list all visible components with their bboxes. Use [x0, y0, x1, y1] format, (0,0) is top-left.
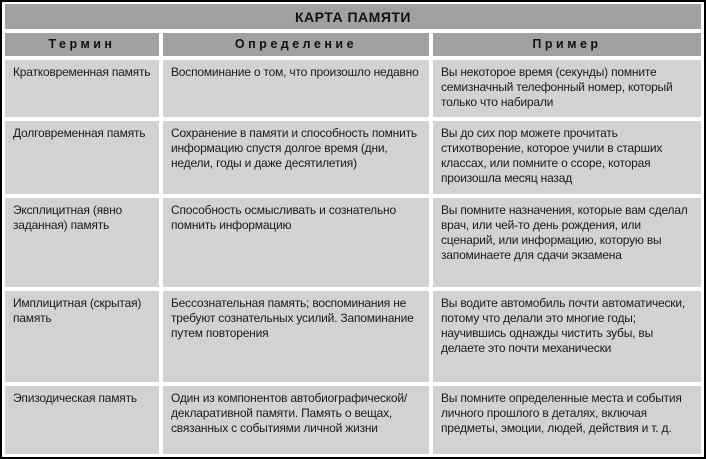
term-cell: Эксплицитная (явно заданная) память: [5, 198, 159, 288]
term-cell: Кратковременная память: [5, 59, 159, 117]
definition-cell: Способность осмысливать и сознательно по…: [163, 198, 429, 288]
column-header-example: Пример: [433, 33, 701, 56]
term-cell: Эпизодическая память: [5, 385, 159, 454]
definition-cell: Воспоминание о том, что произошло недавн…: [163, 59, 429, 117]
definition-cell: Сохранение в памяти и способность помнит…: [163, 120, 429, 195]
example-cell: Вы водите автомобиль почти автоматически…: [433, 291, 701, 382]
definition-cell: Бессознательная память; воспоминания не …: [163, 291, 429, 382]
column-header-term: Термин: [5, 33, 159, 56]
term-cell: Имплицитная (скрытая) память: [5, 291, 159, 382]
example-cell: Вы некоторое время (секунды) помните сем…: [433, 59, 701, 117]
example-cell: Вы помните определенные места и события …: [433, 385, 701, 454]
term-cell: Долговременная память: [5, 120, 159, 195]
example-cell: Вы помните назначения, которые вам сдела…: [433, 198, 701, 288]
table-title: КАРТА ПАМЯТИ: [5, 4, 701, 30]
example-cell: Вы до сих пор можете прочитать стихотвор…: [433, 120, 701, 195]
column-header-definition: Определение: [163, 33, 429, 56]
definition-cell: Один из компонентов автобиографической/д…: [163, 385, 429, 454]
